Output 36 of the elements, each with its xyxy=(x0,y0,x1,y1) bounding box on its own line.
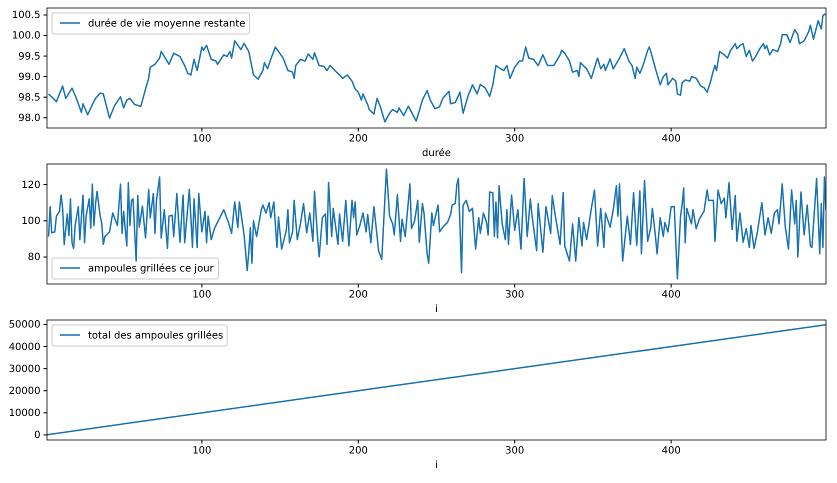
x-tick-label: 400 xyxy=(662,446,681,457)
x-tick-label: 100 xyxy=(192,290,212,301)
y-tick-label: 30000 xyxy=(8,364,40,375)
y-tick-label: 98.0 xyxy=(18,112,40,124)
line-series xyxy=(48,168,826,280)
y-tick-label: 0 xyxy=(34,430,40,442)
y-tick-label: 100 xyxy=(21,216,40,228)
y-tick-label: 20000 xyxy=(8,386,40,397)
x-tick-label: 300 xyxy=(505,134,524,145)
x-tick-label: 300 xyxy=(505,446,524,457)
x-axis-title: durée xyxy=(422,148,451,159)
x-tick-label: 100 xyxy=(192,134,212,145)
y-tick-label: 80 xyxy=(28,252,40,264)
legend-label: ampoules grillées ce jour xyxy=(88,264,215,274)
x-tick-label: 300 xyxy=(505,290,524,301)
y-tick-label: 99.5 xyxy=(18,51,40,62)
y-tick-label: 100.5 xyxy=(12,10,40,22)
x-tick-label: 200 xyxy=(348,134,368,145)
x-tick-label: 400 xyxy=(662,290,681,301)
x-tick-label: 200 xyxy=(348,446,368,457)
y-tick-label: 120 xyxy=(21,180,40,191)
line-series xyxy=(47,324,826,436)
y-tick-label: 98.5 xyxy=(18,92,40,104)
y-tick-label: 10000 xyxy=(8,408,40,420)
x-tick-label: 200 xyxy=(348,290,368,301)
x-tick-label: 400 xyxy=(662,134,681,145)
y-tick-label: 50000 xyxy=(8,320,40,331)
legend-label: total des ampoules grillées xyxy=(88,330,224,342)
y-tick-label: 99.0 xyxy=(18,72,40,83)
y-tick-label: 40000 xyxy=(8,342,40,353)
x-tick-label: 100 xyxy=(192,446,212,457)
line-series xyxy=(48,13,826,123)
legend-label: durée de vie moyenne restante xyxy=(88,18,246,30)
y-tick-label: 100.0 xyxy=(12,30,40,42)
x-axis-title: i xyxy=(435,304,438,315)
x-axis-title: i xyxy=(435,460,438,471)
